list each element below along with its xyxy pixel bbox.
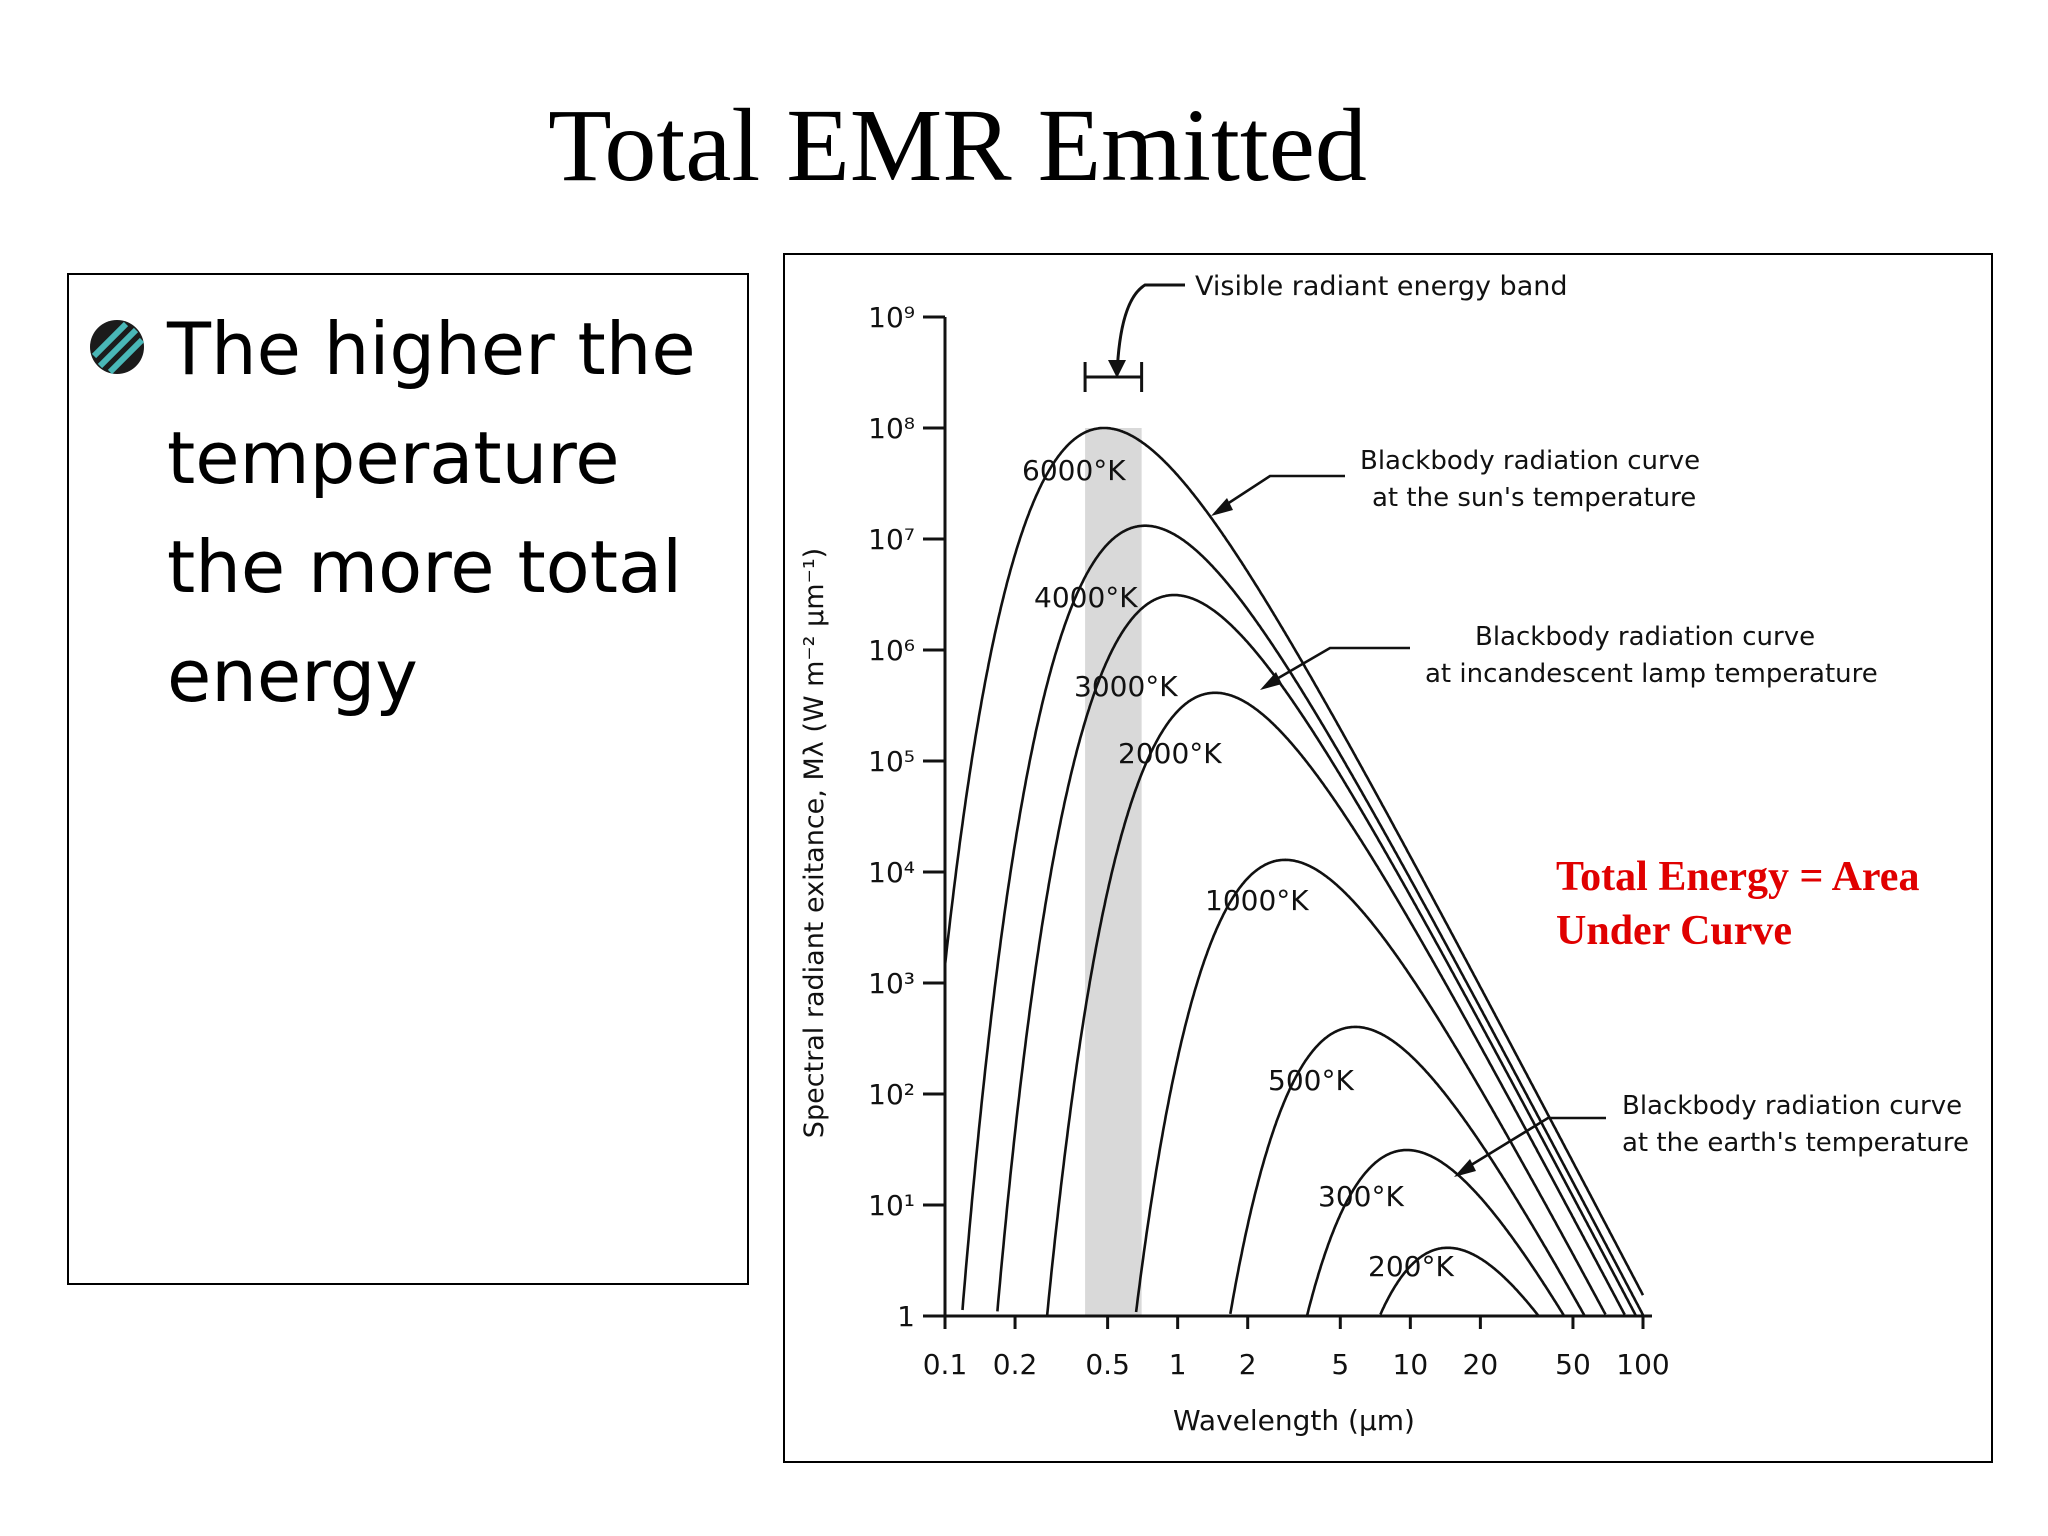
visible-band — [1085, 428, 1142, 1316]
visible-band-label: Visible radiant energy band — [1195, 271, 1568, 302]
curve-label-300k: 300°K — [1318, 1180, 1404, 1213]
annotation-sun-line-2: at the sun's temperature — [1372, 483, 1696, 513]
x-tick-label-10: 10 — [1393, 1348, 1429, 1381]
annotation-leader-lamp — [1267, 646, 1410, 686]
annotation-earth-line-1: Blackbody radiation curve — [1622, 1091, 1962, 1121]
y-tick-label-8: 10⁸ — [868, 412, 915, 445]
y-axis-label: Spectral radiant exitance, Mλ (W m⁻² μm⁻… — [799, 548, 830, 1138]
annotation-leader-sun — [1217, 474, 1345, 512]
curve-200k — [1379, 1246, 1540, 1317]
slide-title: Total EMR Emitted — [548, 88, 1367, 203]
annotation-lamp-line-1: Blackbody radiation curve — [1475, 622, 1815, 652]
y-tick-label-4: 10⁴ — [868, 856, 915, 889]
curve-500k — [1229, 1025, 1586, 1317]
x-tick-label-0.5: 0.5 — [1085, 1348, 1130, 1381]
y-tick-label-3: 10³ — [868, 967, 915, 1000]
annotation-arrowhead-earth — [1454, 1159, 1476, 1177]
annotation-lamp-line-2: at incandescent lamp temperature — [1425, 659, 1878, 689]
y-tick-label-6: 10⁶ — [868, 634, 915, 667]
annotation-arrowhead-sun — [1211, 498, 1233, 516]
visible-band-leader — [1115, 283, 1185, 376]
curve-label-6000k: 6000°K — [1022, 454, 1126, 487]
x-tick-label-0.1: 0.1 — [923, 1348, 968, 1381]
curve-1000k — [1134, 858, 1607, 1316]
bullet-icon — [90, 320, 145, 375]
curve-label-4000k: 4000°K — [1034, 581, 1138, 614]
x-tick-label-50: 50 — [1555, 1348, 1591, 1381]
curve-300k — [1305, 1148, 1565, 1316]
annotation-sun-line-1: Blackbody radiation curve — [1360, 446, 1700, 476]
curve-3000k — [996, 593, 1638, 1317]
y-tick-label-5: 10⁵ — [868, 745, 915, 778]
curve-4000k — [961, 524, 1645, 1316]
y-tick-label-0: 1 — [897, 1300, 915, 1333]
curve-6000k — [943, 426, 1645, 1296]
annotation-earth-line-2: at the earth's temperature — [1622, 1128, 1969, 1158]
annotation-leader-earth — [1462, 1116, 1606, 1172]
x-tick-label-20: 20 — [1463, 1348, 1499, 1381]
bullet-text: The higher the temperature the more tota… — [167, 307, 696, 718]
area-under-curve-note: Total Energy = Area Under Curve — [1556, 854, 1920, 954]
x-tick-label-5: 5 — [1331, 1348, 1349, 1381]
x-tick-label-1: 1 — [1169, 1348, 1187, 1381]
annotation-arrowhead-lamp — [1260, 672, 1282, 690]
x-tick-label-100: 100 — [1616, 1348, 1669, 1381]
curve-label-1000k: 1000°K — [1205, 884, 1309, 917]
y-tick-label-1: 10¹ — [868, 1189, 915, 1222]
x-tick-label-0.2: 0.2 — [993, 1348, 1038, 1381]
curve-label-200k: 200°K — [1368, 1250, 1454, 1283]
x-tick-label-2: 2 — [1239, 1348, 1257, 1381]
bullet-box: The higher the temperature the more tota… — [67, 273, 749, 1285]
curve-label-3000k: 3000°K — [1074, 670, 1178, 703]
y-tick-label-9: 10⁹ — [868, 301, 915, 334]
visible-band-arrowhead — [1108, 360, 1126, 378]
y-tick-label-7: 10⁷ — [868, 523, 915, 556]
curve-label-500k: 500°K — [1268, 1064, 1354, 1097]
y-tick-label-2: 10² — [868, 1078, 915, 1111]
x-axis-label: Wavelength (μm) — [1173, 1404, 1415, 1437]
curve-label-2000k: 2000°K — [1118, 737, 1222, 770]
curve-2000k — [1045, 691, 1626, 1316]
